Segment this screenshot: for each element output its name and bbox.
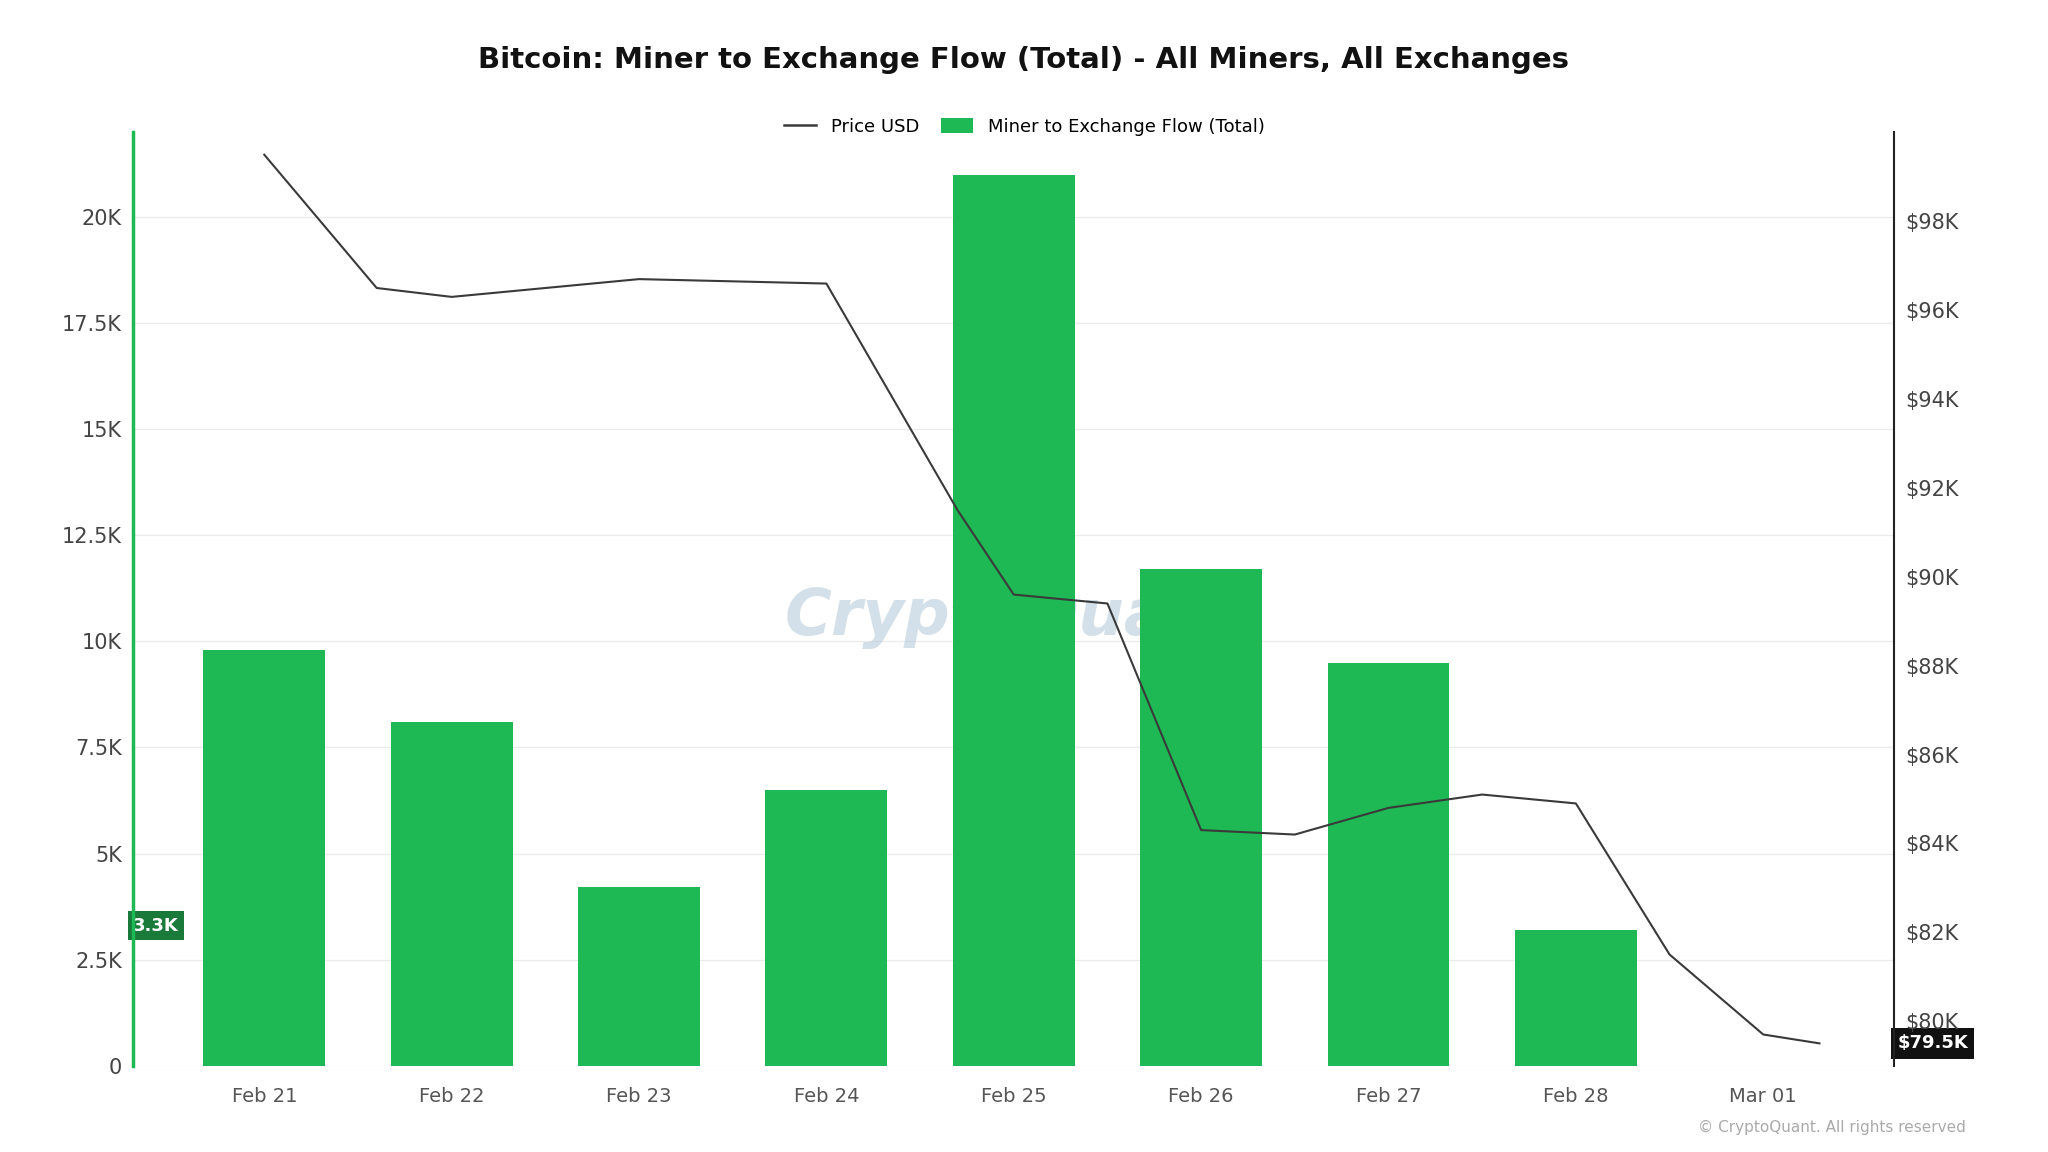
- Bar: [766, 790, 887, 1066]
- Text: CryptoQuant: CryptoQuant: [784, 586, 1243, 649]
- Bar: [203, 650, 326, 1066]
- Bar: [391, 722, 512, 1066]
- Bar: [1327, 662, 1450, 1066]
- Text: © CryptoQuant. All rights reserved: © CryptoQuant. All rights reserved: [1698, 1120, 1966, 1135]
- Legend: Price USD, Miner to Exchange Flow (Total): Price USD, Miner to Exchange Flow (Total…: [776, 111, 1272, 143]
- Text: Bitcoin: Miner to Exchange Flow (Total) - All Miners, All Exchanges: Bitcoin: Miner to Exchange Flow (Total) …: [479, 46, 1569, 74]
- Bar: [578, 887, 700, 1066]
- Bar: [952, 175, 1075, 1066]
- Bar: [1516, 930, 1636, 1066]
- Text: $79.5K: $79.5K: [1896, 1034, 1968, 1053]
- Bar: [1141, 569, 1262, 1066]
- Text: 3.3K: 3.3K: [133, 917, 178, 934]
